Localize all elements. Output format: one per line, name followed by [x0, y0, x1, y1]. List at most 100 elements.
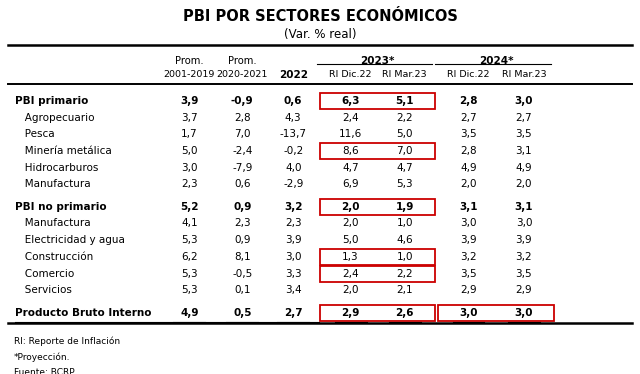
Text: 3,0: 3,0 [516, 218, 532, 229]
Text: 0,5: 0,5 [233, 307, 252, 318]
Text: 3,0: 3,0 [515, 96, 533, 106]
Text: 3,7: 3,7 [181, 113, 198, 123]
Text: 2,3: 2,3 [234, 218, 251, 229]
Text: 3,5: 3,5 [460, 269, 477, 279]
Text: RI Dic.22: RI Dic.22 [447, 70, 490, 79]
Text: 5,1: 5,1 [396, 96, 414, 106]
Text: *Proyección.: *Proyección. [14, 352, 70, 362]
Text: 11,6: 11,6 [339, 129, 362, 139]
Text: 0,6: 0,6 [234, 180, 250, 189]
Text: Electricidad y agua: Electricidad y agua [15, 235, 125, 245]
Text: 2,7: 2,7 [284, 307, 303, 318]
Text: Prom.: Prom. [175, 56, 204, 65]
Text: 1,9: 1,9 [396, 202, 414, 212]
Text: 0,9: 0,9 [234, 235, 250, 245]
Text: Pesca: Pesca [15, 129, 55, 139]
Text: 2,4: 2,4 [342, 269, 359, 279]
Text: 6,3: 6,3 [341, 96, 360, 106]
Bar [320, 144, 435, 159]
Text: 2,9: 2,9 [516, 285, 532, 295]
Text: 5,3: 5,3 [396, 180, 413, 189]
Text: PBI primario: PBI primario [15, 96, 89, 106]
Text: 4,1: 4,1 [181, 218, 198, 229]
Text: Comercio: Comercio [15, 269, 75, 279]
Text: 3,2: 3,2 [284, 202, 303, 212]
Text: 0,6: 0,6 [284, 96, 303, 106]
Text: 3,9: 3,9 [516, 235, 532, 245]
Text: 8,6: 8,6 [342, 146, 359, 156]
Text: -7,9: -7,9 [232, 163, 252, 173]
Text: 3,0: 3,0 [515, 307, 533, 318]
Text: 3,9: 3,9 [285, 235, 301, 245]
Text: 2023*: 2023* [360, 56, 395, 65]
Text: 4,9: 4,9 [460, 163, 477, 173]
Text: 1,0: 1,0 [397, 252, 413, 262]
Text: 2,3: 2,3 [285, 218, 301, 229]
Text: -2,4: -2,4 [232, 146, 252, 156]
Text: Producto Bruto Interno: Producto Bruto Interno [15, 307, 152, 318]
Text: -0,9: -0,9 [231, 96, 253, 106]
Text: 5,3: 5,3 [181, 285, 198, 295]
Text: PBI POR SECTORES ECONÓMICOS: PBI POR SECTORES ECONÓMICOS [182, 9, 458, 24]
Text: 8,1: 8,1 [234, 252, 251, 262]
Text: 4,9: 4,9 [180, 307, 198, 318]
Text: 1,3: 1,3 [342, 252, 359, 262]
Text: 3,0: 3,0 [181, 163, 198, 173]
Text: 2022: 2022 [279, 70, 308, 80]
Text: 2,9: 2,9 [341, 307, 360, 318]
Text: 2,6: 2,6 [396, 307, 414, 318]
Text: 2,2: 2,2 [396, 113, 413, 123]
Text: 5,0: 5,0 [342, 235, 359, 245]
Text: 3,1: 3,1 [516, 146, 532, 156]
Text: 1,0: 1,0 [397, 218, 413, 229]
Bar [320, 305, 435, 321]
Text: Construcción: Construcción [15, 252, 93, 262]
Text: 5,3: 5,3 [181, 269, 198, 279]
Text: -2,9: -2,9 [283, 180, 303, 189]
Text: 5,2: 5,2 [180, 202, 198, 212]
Text: 3,0: 3,0 [285, 252, 301, 262]
Text: 2,8: 2,8 [234, 113, 251, 123]
Text: 4,7: 4,7 [342, 163, 359, 173]
Text: 3,0: 3,0 [460, 218, 477, 229]
Text: RI Mar.23: RI Mar.23 [383, 70, 427, 79]
Bar [438, 305, 554, 321]
Text: Manufactura: Manufactura [15, 180, 91, 189]
Text: 2,0: 2,0 [460, 180, 477, 189]
Text: 2024*: 2024* [479, 56, 513, 65]
Text: 5,0: 5,0 [397, 129, 413, 139]
Text: 4,9: 4,9 [516, 163, 532, 173]
Text: RI Mar.23: RI Mar.23 [502, 70, 546, 79]
Text: 0,9: 0,9 [233, 202, 252, 212]
Text: 2,2: 2,2 [396, 269, 413, 279]
Text: 3,5: 3,5 [516, 269, 532, 279]
Text: RI Dic.22: RI Dic.22 [330, 70, 372, 79]
Text: 4,7: 4,7 [396, 163, 413, 173]
Bar [320, 199, 435, 215]
Text: -0,5: -0,5 [232, 269, 252, 279]
Text: 3,9: 3,9 [460, 235, 477, 245]
Text: 7,0: 7,0 [397, 146, 413, 156]
Text: 3,2: 3,2 [516, 252, 532, 262]
Text: 6,9: 6,9 [342, 180, 359, 189]
Text: 6,2: 6,2 [181, 252, 198, 262]
Text: Agropecuario: Agropecuario [15, 113, 95, 123]
Text: 5,0: 5,0 [181, 146, 198, 156]
Text: 3,5: 3,5 [460, 129, 477, 139]
Bar [320, 249, 435, 265]
Text: 3,3: 3,3 [285, 269, 301, 279]
Text: 4,0: 4,0 [285, 163, 301, 173]
Text: 3,2: 3,2 [460, 252, 477, 262]
Text: (Var. % real): (Var. % real) [284, 28, 356, 41]
Text: 2,7: 2,7 [516, 113, 532, 123]
Text: Manufactura: Manufactura [15, 218, 91, 229]
Text: PBI no primario: PBI no primario [15, 202, 107, 212]
Text: 2,4: 2,4 [342, 113, 359, 123]
Text: RI: Reporte de Inflación: RI: Reporte de Inflación [14, 337, 120, 346]
Text: 3,4: 3,4 [285, 285, 301, 295]
Text: 2001-2019: 2001-2019 [164, 70, 215, 79]
Text: 2020-2021: 2020-2021 [216, 70, 268, 79]
Bar [320, 94, 435, 109]
Text: Prom.: Prom. [228, 56, 257, 65]
Text: 7,0: 7,0 [234, 129, 250, 139]
